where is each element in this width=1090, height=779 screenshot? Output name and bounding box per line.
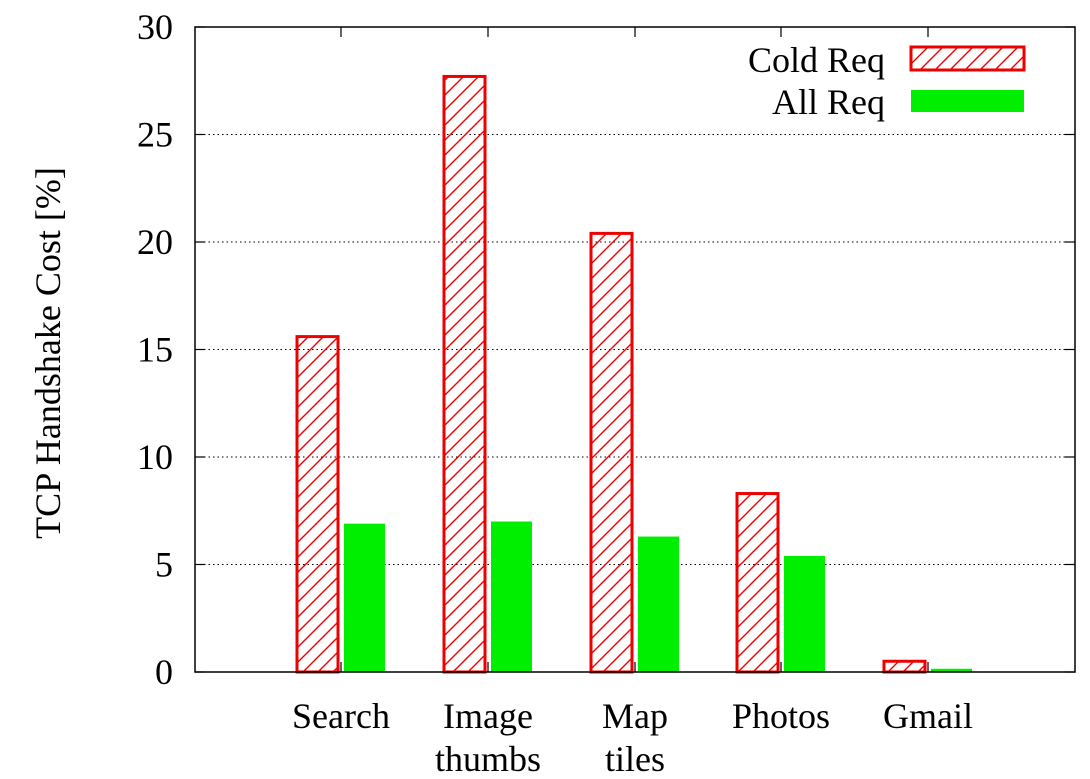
x-tick-label: Search xyxy=(292,696,390,736)
axes xyxy=(194,26,1076,673)
cold-req-bar xyxy=(442,74,487,674)
x-tick-label: tiles xyxy=(605,739,665,779)
all-req-bar xyxy=(931,668,972,672)
legend-swatch xyxy=(909,45,1026,72)
y-tick-label: 30 xyxy=(137,7,173,47)
cold-req-bar xyxy=(735,492,780,674)
all-req-bar xyxy=(784,555,825,672)
plot-frame xyxy=(194,26,1076,673)
bars xyxy=(295,74,972,674)
x-tick-label: Photos xyxy=(732,696,830,736)
all-req-bar xyxy=(638,536,679,672)
legend-swatch xyxy=(911,90,1024,112)
y-tick-label: 25 xyxy=(137,115,173,155)
all-req-bar xyxy=(491,521,532,672)
cold-req-bar xyxy=(295,335,340,674)
x-tick-label: Map xyxy=(602,696,668,736)
y-tick-label: 15 xyxy=(137,330,173,370)
y-tick-label: 5 xyxy=(155,545,173,585)
y-tick-label: 0 xyxy=(155,652,173,692)
all-req-bar xyxy=(344,523,385,672)
x-tick-label: Gmail xyxy=(883,696,973,736)
legend-label: All Req xyxy=(772,82,885,122)
y-tick-label: 20 xyxy=(137,222,173,262)
x-tick-label: thumbs xyxy=(435,739,541,779)
y-tick-label: 10 xyxy=(137,437,173,477)
legend-label: Cold Req xyxy=(748,40,885,80)
cold-req-bar xyxy=(882,659,927,674)
cold-req-bar xyxy=(589,231,634,674)
x-tick-label: Image xyxy=(443,696,533,736)
y-axis-label: TCP Handshake Cost [%] xyxy=(28,167,68,539)
